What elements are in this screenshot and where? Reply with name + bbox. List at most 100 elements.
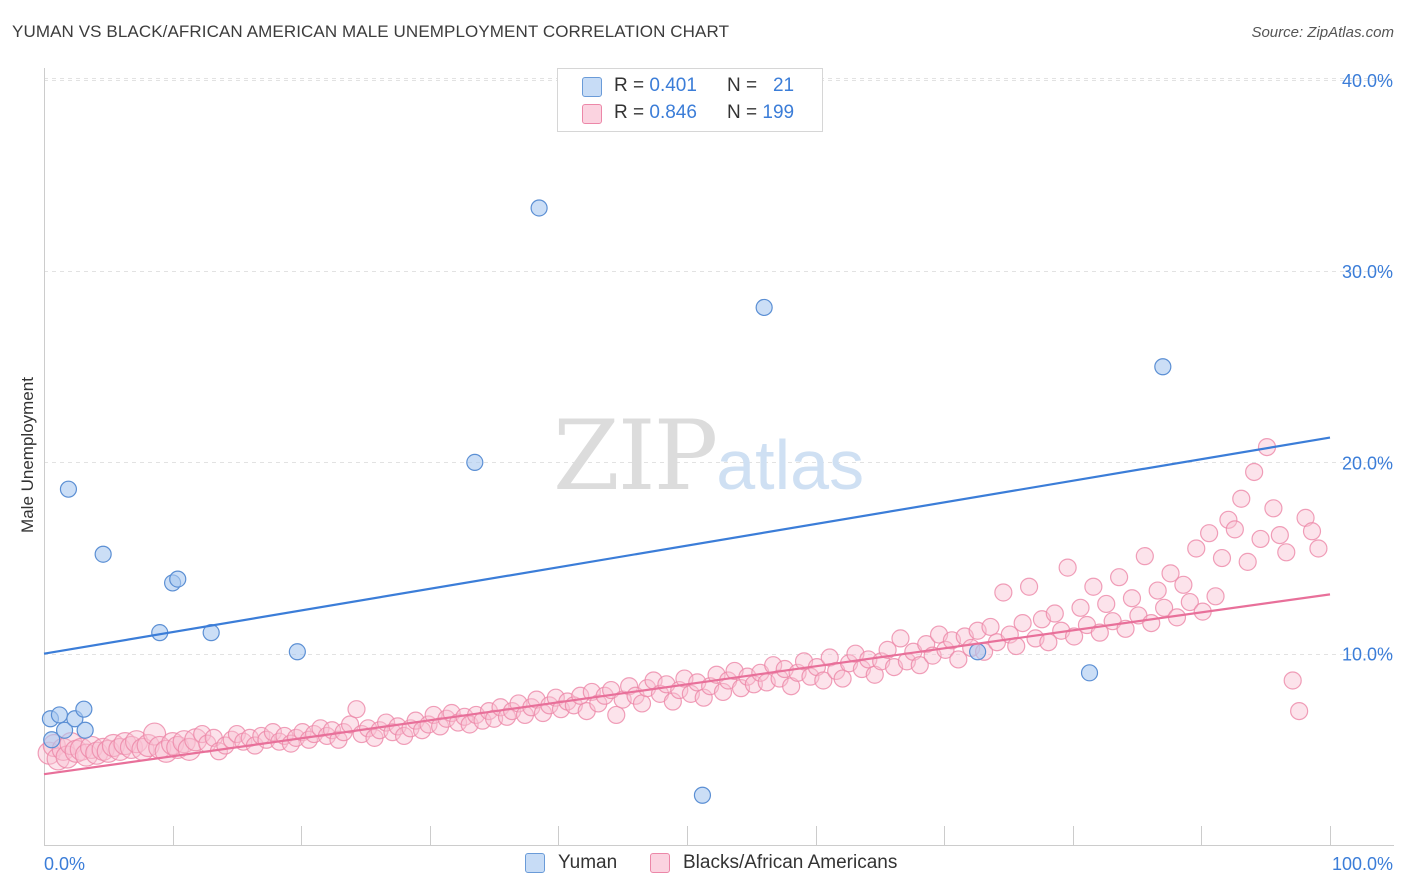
data-point-black <box>833 669 852 688</box>
series-yuman <box>41 199 1172 804</box>
data-point-black <box>1180 592 1199 612</box>
data-point-black <box>1290 701 1309 721</box>
grid-lines <box>44 78 1394 655</box>
data-point-black <box>1245 462 1264 482</box>
source-label: Source: ZipAtlas.com <box>1251 24 1394 41</box>
trendlines <box>43 436 1331 776</box>
data-point-black <box>1225 520 1244 539</box>
data-point-black <box>910 656 929 675</box>
data-point-black <box>347 700 366 719</box>
legend-r-black: R = 0.846 <box>614 102 697 123</box>
data-point-black <box>1013 613 1032 633</box>
data-point-black <box>1142 613 1161 633</box>
data-point-black <box>1064 627 1084 646</box>
data-point-yuman <box>969 643 987 661</box>
trendline-black <box>43 593 1331 776</box>
data-point-yuman <box>94 545 112 563</box>
data-point-black <box>193 724 212 744</box>
correlation-legend: R = 0.401 N = 21 R = 0.846 N = 199 <box>557 68 823 132</box>
data-point-black <box>142 722 167 746</box>
data-point-black <box>891 629 910 648</box>
data-point-black <box>263 723 283 742</box>
data-point-yuman <box>76 721 94 739</box>
data-point-yuman <box>75 700 93 718</box>
data-point-yuman <box>1154 358 1172 376</box>
data-point-black <box>1302 522 1322 541</box>
trendline-yuman <box>43 436 1331 655</box>
data-point-black <box>1090 623 1109 642</box>
x-tick-labels: 0.0% 100.0% <box>44 854 1393 874</box>
data-point-black <box>113 732 137 756</box>
data-point-black <box>1264 499 1283 518</box>
data-point-black <box>949 650 968 669</box>
data-point-black <box>383 723 402 742</box>
y-tick-label: 20.0% <box>1342 453 1393 473</box>
bottom-legend-label-yuman: Yuman <box>558 852 618 873</box>
data-point-yuman <box>55 721 74 739</box>
data-point-black <box>1161 564 1180 583</box>
data-point-yuman <box>169 570 187 588</box>
data-point-yuman <box>59 480 78 498</box>
watermark-zip: ZIP <box>553 400 718 512</box>
data-point-black <box>1238 552 1257 571</box>
data-point-black <box>694 688 713 707</box>
data-point-yuman <box>693 786 712 804</box>
data-point-black <box>994 583 1013 602</box>
data-point-black <box>1277 543 1296 562</box>
y-tick-label: 10.0% <box>1342 645 1393 665</box>
data-point-yuman <box>43 731 61 749</box>
data-point-black <box>814 671 833 690</box>
legend-swatch-black <box>582 104 602 124</box>
data-point-black <box>1206 587 1225 606</box>
data-point-black <box>497 707 517 726</box>
data-point-black <box>917 635 936 654</box>
data-point-black <box>1045 604 1064 623</box>
data-point-black <box>1155 598 1174 617</box>
data-point-black <box>1200 524 1219 543</box>
data-point-black <box>1232 489 1251 508</box>
data-point-black <box>878 640 897 659</box>
data-point-black <box>1109 568 1129 587</box>
y-tick-label: 30.0% <box>1342 262 1393 282</box>
data-point-black <box>607 705 626 725</box>
data-point-black <box>1084 577 1103 596</box>
data-point-black <box>1058 558 1077 577</box>
data-point-yuman <box>288 643 306 661</box>
data-point-black <box>101 733 126 758</box>
legend-n-yuman: N = 21 <box>727 75 795 96</box>
data-point-black <box>713 682 733 702</box>
legend-swatch-yuman <box>582 77 602 97</box>
data-point-black <box>1251 529 1270 549</box>
data-point-black <box>632 694 652 713</box>
data-point-black <box>136 733 160 758</box>
legend-n-black: N = 199 <box>727 102 795 123</box>
data-point-black <box>620 677 639 696</box>
chart-title: YUMAN VS BLACK/AFRICAN AMERICAN MALE UNE… <box>12 22 730 41</box>
x-ticks <box>44 826 1331 845</box>
data-point-black <box>981 617 1000 637</box>
watermark-atlas: atlas <box>716 426 865 504</box>
data-point-black <box>1122 589 1142 608</box>
watermark: ZIPatlas <box>553 400 864 512</box>
data-point-yuman <box>466 453 484 471</box>
data-point-black <box>663 692 682 711</box>
data-point-black <box>1219 510 1238 529</box>
data-point-black <box>1212 548 1232 568</box>
data-point-black <box>1148 581 1167 600</box>
data-point-yuman <box>530 199 548 217</box>
data-point-black <box>1174 575 1193 594</box>
data-point-black <box>1187 539 1206 558</box>
x-tick-label: 0.0% <box>44 854 85 874</box>
data-point-yuman <box>1080 664 1099 682</box>
bottom-legend-swatch-yuman <box>525 853 545 873</box>
x-tick-label: 100.0% <box>1332 854 1393 874</box>
y-tick-labels: 10.0% 20.0% 30.0% 40.0% <box>1342 71 1393 665</box>
data-point-black <box>1309 539 1328 558</box>
bottom-legend-swatch-black <box>650 853 670 873</box>
data-point-yuman <box>755 298 773 317</box>
data-point-yuman <box>50 706 69 724</box>
data-point-black <box>1097 594 1116 614</box>
data-point-black <box>1135 547 1154 566</box>
data-point-black <box>1071 598 1090 617</box>
